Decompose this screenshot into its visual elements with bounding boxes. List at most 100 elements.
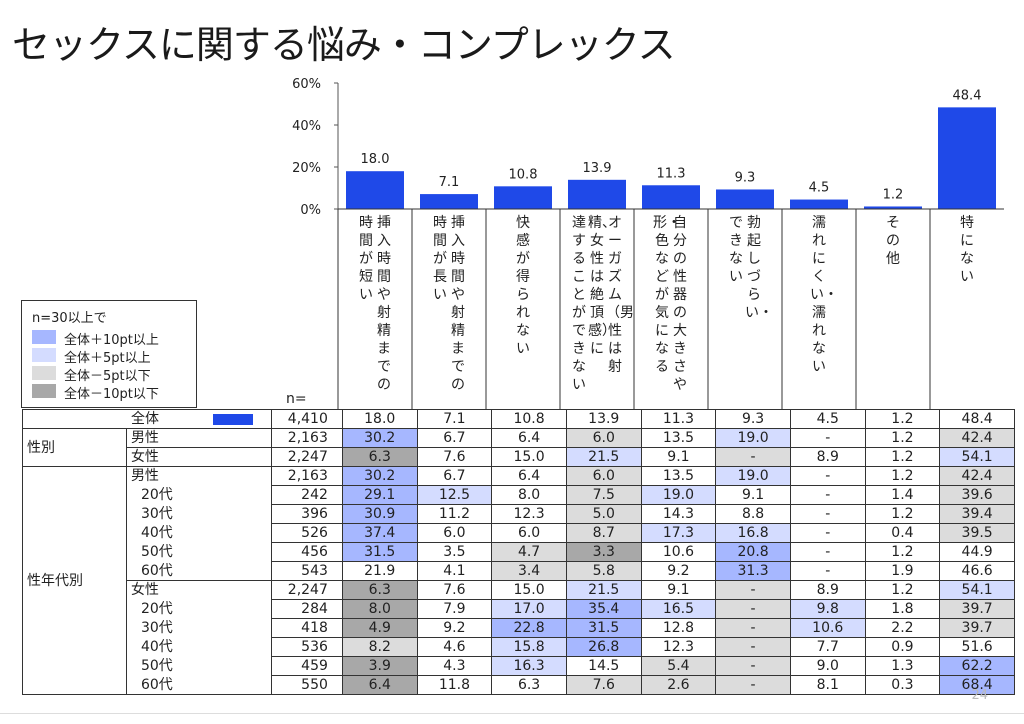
n-value: 2,163 <box>271 466 343 486</box>
table-cell: 6.3 <box>491 675 567 695</box>
table-cell: 68.4 <box>939 675 1015 695</box>
table-cell: 37.4 <box>341 523 418 543</box>
table-cell: 6.4 <box>491 466 567 486</box>
n-value: 2,247 <box>271 580 343 600</box>
table-cell: 11.2 <box>416 504 493 524</box>
table-cell: - <box>715 447 791 467</box>
table-cell: 7.5 <box>565 485 642 505</box>
table-cell: 4.1 <box>416 561 493 581</box>
table-cell: 31.5 <box>341 542 418 562</box>
table-cell: 0.9 <box>864 637 941 657</box>
row-label: 男性 <box>125 428 273 448</box>
column-header: 自分の性器の大きさや 形・色などが気になる <box>634 214 708 404</box>
table-cell: 0.4 <box>864 523 941 543</box>
table-cell: 6.3 <box>341 580 418 600</box>
table-cell: 9.1 <box>640 580 717 600</box>
table-cell: 8.0 <box>341 599 418 619</box>
bar <box>642 185 700 209</box>
table-cell: 54.1 <box>939 580 1015 600</box>
table-row: 60代 543 21.9 4.1 3.4 5.8 9.2 31.3-1.9 46.6 <box>23 561 1015 581</box>
table-cell: 4.3 <box>416 656 493 676</box>
column-header-line: 時間が短い <box>359 215 373 303</box>
table-cell: 8.1 <box>789 675 866 695</box>
table-cell: 26.8 <box>565 637 642 657</box>
table-cell: 1.2 <box>864 428 941 448</box>
table-cell: 39.7 <box>939 618 1015 638</box>
legend-header: n=30以上で <box>32 311 107 326</box>
total-bar-swatch <box>213 414 253 425</box>
table-cell: 39.6 <box>939 485 1015 505</box>
table-cell: 6.3 <box>341 447 418 467</box>
column-header: オーガズム（男性は射 精、女性は絶頂感）に 達することができない <box>560 214 634 404</box>
table-cell: 9.2 <box>416 618 493 638</box>
table-row: 60代 550 6.4 11.8 6.3 7.6 2.6-8.1 0.3 68.4 <box>23 675 1015 695</box>
y-tick-label: 0% <box>300 203 321 218</box>
column-header: 濡れにくい・濡れない <box>782 214 856 404</box>
table-cell: - <box>715 656 791 676</box>
table-cell: 9.1 <box>640 447 717 467</box>
table-cell: 6.4 <box>341 675 418 695</box>
bar <box>568 179 626 209</box>
table-cell: 6.7 <box>416 466 493 486</box>
table-cell: 15.8 <box>491 637 567 657</box>
row-label: 20代 <box>125 599 273 619</box>
column-header: 挿入時間や射精までの 時間が長い <box>412 214 486 404</box>
table-cell: 10.8 <box>491 409 567 429</box>
bar-value-label: 13.9 <box>583 161 612 176</box>
table-cell: 5.8 <box>565 561 642 581</box>
bar <box>864 206 922 209</box>
table-row: 性別 男性 2,163 30.2 6.7 6.4 6.0 13.5 19.0-1.2 42.4 <box>22 428 1015 467</box>
table-cell: 51.6 <box>939 637 1015 657</box>
column-header-line: できない <box>729 215 743 285</box>
bar-value-label: 48.4 <box>953 88 982 103</box>
bar <box>494 186 552 209</box>
table-cell: 1.3 <box>864 656 941 676</box>
column-header-line: 勃起しづらい・ <box>745 215 773 321</box>
column-header-line: その他 <box>886 215 900 267</box>
bar-value-label: 9.3 <box>735 170 756 185</box>
table-cell: 4.7 <box>491 542 567 562</box>
table-row-total: 全体 4,410 18.0 7.1 10.8 13.9 11.3 9.3 4.5 1.2 48.4 <box>21 409 1015 429</box>
table-cell: 14.5 <box>565 656 642 676</box>
n-value: 459 <box>271 656 343 676</box>
table-cell: 20.8 <box>715 542 791 562</box>
table-cell: 0.3 <box>864 675 941 695</box>
table-cell: 1.2 <box>864 580 941 600</box>
table-cell: 11.3 <box>640 409 717 429</box>
table-cell: 1.2 <box>864 466 941 486</box>
footer-divider <box>0 713 1024 714</box>
table-cell: 3.4 <box>491 561 567 581</box>
table-row: 40代 536 8.2 4.6 15.8 26.8 12.3-7.7 0.9 51.6 <box>23 637 1015 657</box>
table-cell: 35.4 <box>565 599 642 619</box>
n-value: 4,410 <box>271 409 343 429</box>
n-value: 2,163 <box>271 428 343 448</box>
column-header-line: 精、女性は絶頂感）に <box>588 215 616 357</box>
table-cell: 62.2 <box>939 656 1015 676</box>
table-cell: 44.9 <box>939 542 1015 562</box>
table-cell: 14.3 <box>640 504 717 524</box>
table-cell: 21.5 <box>565 447 642 467</box>
row-label: 50代 <box>125 656 273 676</box>
table-cell: 4.9 <box>341 618 418 638</box>
column-header-line: 濡れにくい・濡れない <box>810 215 838 375</box>
table-cell: 2.2 <box>864 618 941 638</box>
n-value: 242 <box>271 485 343 505</box>
table-cell: 8.8 <box>715 504 791 524</box>
table-cell: - <box>789 485 866 505</box>
row-label: 女性 <box>125 580 273 600</box>
table-cell: 6.0 <box>416 523 493 543</box>
bar <box>938 107 996 209</box>
group-label: 性年代別 <box>22 466 127 695</box>
table-cell: 1.8 <box>864 599 941 619</box>
table-row: 50代 456 31.5 3.5 4.7 3.3 10.6 20.8-1.2 44.9 <box>23 542 1015 562</box>
table-cell: 16.5 <box>640 599 717 619</box>
table-cell: 12.3 <box>491 504 567 524</box>
column-header-line: 挿入時間や射精までの <box>377 215 391 393</box>
table-cell: 8.0 <box>491 485 567 505</box>
table-cell: 6.0 <box>491 523 567 543</box>
table-cell: - <box>789 561 866 581</box>
n-value: 396 <box>271 504 343 524</box>
y-tick-label: 40% <box>292 119 321 134</box>
data-table: 全体 4,410 18.0 7.1 10.8 13.9 11.3 9.3 4.5 1.2 48.4 性… <box>21 409 1015 695</box>
group-label: 性別 <box>22 428 127 467</box>
